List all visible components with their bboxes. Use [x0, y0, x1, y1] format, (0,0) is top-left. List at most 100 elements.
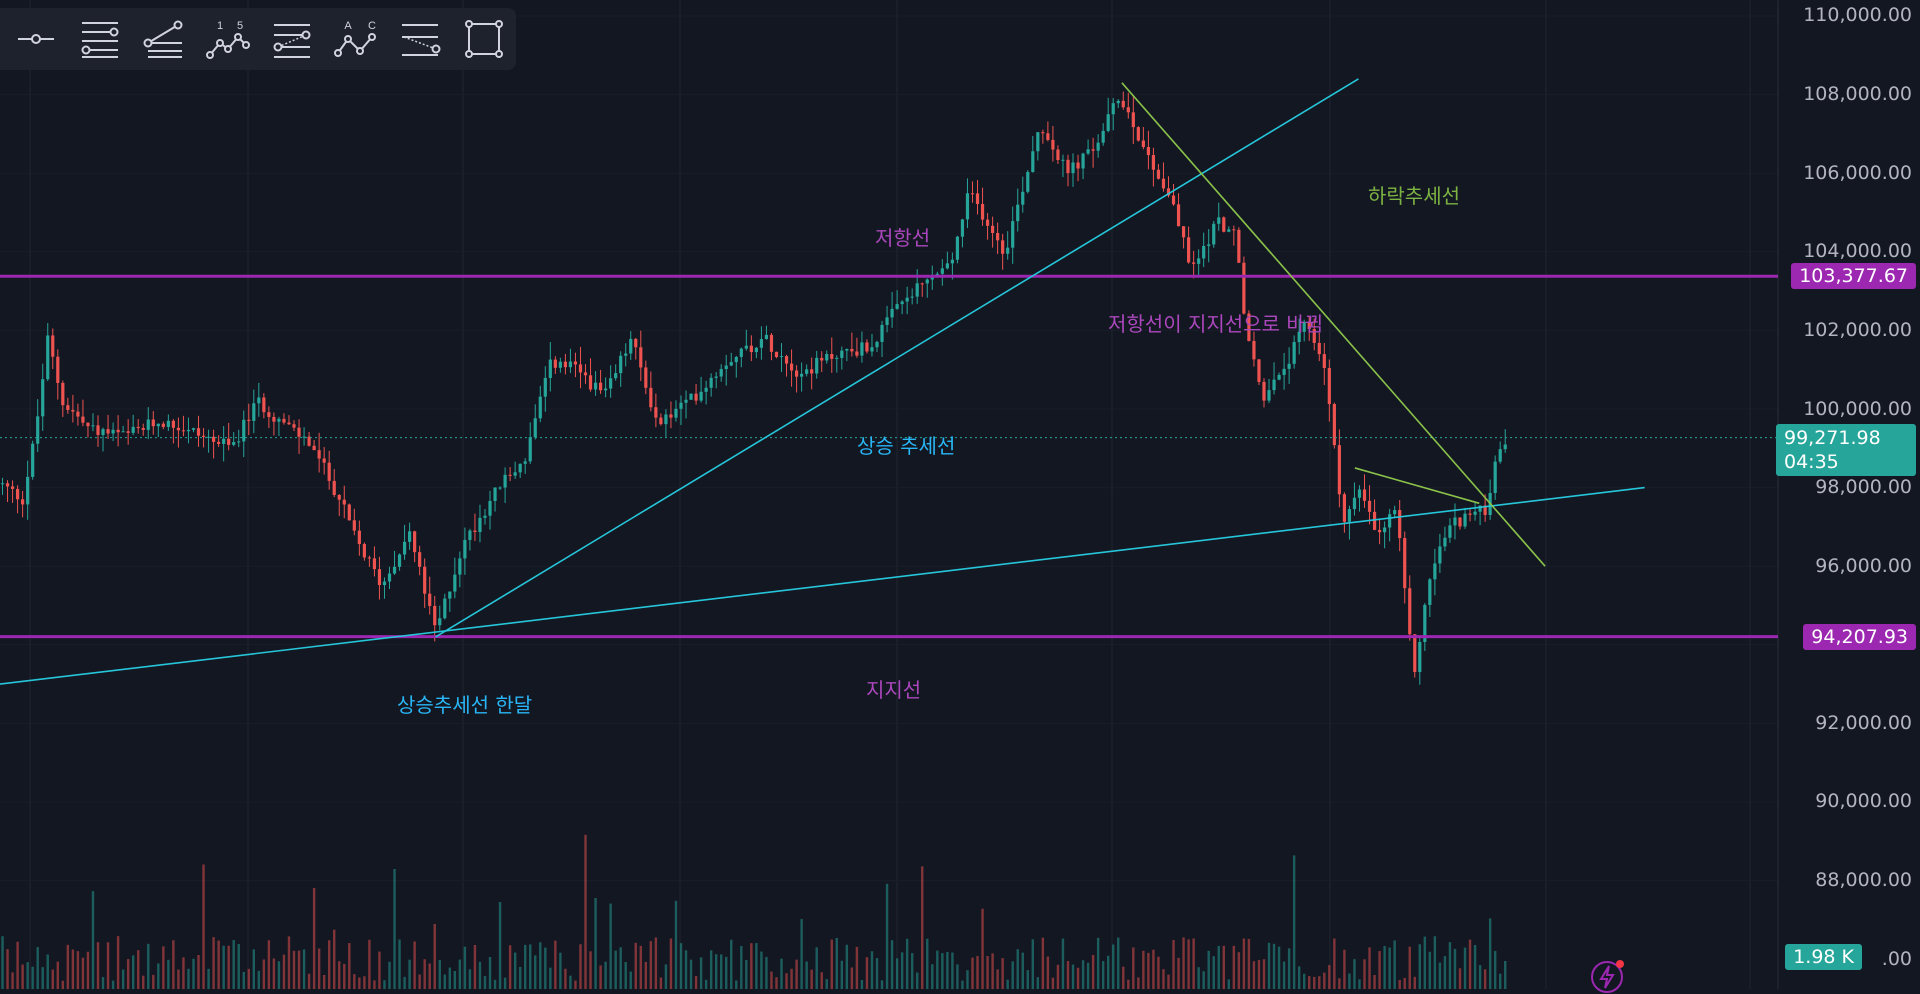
volume-bar [51, 969, 54, 989]
volume-bar [503, 977, 507, 989]
volume-bar [1056, 964, 1060, 989]
volume-bar [398, 939, 401, 989]
candle-body [614, 373, 618, 379]
candle-body [870, 347, 874, 352]
candle-body [297, 427, 301, 437]
volume-bar [56, 961, 59, 989]
volume-bar [76, 951, 80, 989]
volume-bar [750, 943, 753, 989]
volume-bar [1353, 959, 1356, 989]
candle-body [252, 403, 256, 421]
volume-bar [312, 887, 316, 989]
candle-body [121, 431, 125, 433]
volume-bar [1237, 952, 1241, 989]
candle-body [322, 458, 326, 463]
volume-bar [529, 944, 532, 989]
volume-bar [865, 957, 869, 989]
volume-bar [287, 936, 291, 989]
candle-body [840, 350, 844, 358]
candle-body [282, 418, 286, 423]
volume-bar [1147, 952, 1150, 989]
volume-bar [1428, 951, 1432, 989]
annotation-uptrend-month[interactable]: 상승추세선 한달 [397, 693, 533, 717]
candle-body [508, 474, 512, 476]
volume-bar [1333, 938, 1336, 989]
pitchfork-tool[interactable] [142, 17, 186, 61]
candle-body [905, 297, 909, 302]
candle-body [126, 431, 130, 433]
candle-body [377, 569, 382, 585]
candle-body [960, 219, 965, 237]
volume-bar [850, 967, 854, 989]
candle-body [548, 359, 552, 378]
volume-bar [1212, 956, 1215, 989]
volume-bar [187, 968, 190, 989]
price-axis-tick: 110,000.00 [1803, 4, 1912, 26]
candle-body [1277, 374, 1281, 380]
rectangle-tool[interactable] [462, 17, 506, 61]
volume-bar [282, 954, 286, 989]
trend-angle-icon [402, 24, 441, 56]
fib-retracement-tool[interactable] [78, 17, 122, 61]
volume-bar [805, 961, 808, 989]
price-axis-tick: 88,000.00 [1815, 869, 1912, 891]
candle-body [744, 345, 748, 349]
volume-bar [1403, 977, 1406, 989]
annotation-support[interactable]: 지지선 [866, 678, 922, 702]
support-price-tag: 94,207.93 [1803, 624, 1916, 650]
candle-body [352, 520, 356, 531]
candle-body [1222, 217, 1226, 232]
candle-body [1347, 509, 1352, 522]
candle-body [1076, 162, 1080, 169]
candle-body [96, 425, 100, 435]
volume-bar [493, 979, 497, 989]
candle-body [1146, 147, 1150, 156]
candle-body [242, 419, 246, 442]
candle-body [413, 531, 417, 553]
candle-body [176, 427, 181, 431]
volume-bar [1247, 938, 1251, 989]
volume-bar [1031, 939, 1035, 989]
price-axis-tick: 92,000.00 [1815, 712, 1912, 734]
candle-body [1232, 229, 1236, 231]
volume-bar [614, 950, 617, 989]
volume-bar [684, 950, 688, 989]
annotation-uptrend[interactable]: 상승 추세선 [857, 434, 956, 458]
volume-bar [1182, 937, 1185, 989]
volume-bar [644, 961, 648, 989]
candle-body [337, 494, 341, 500]
candle-body [1181, 226, 1186, 238]
volume-bar [106, 942, 110, 989]
candle-body [1372, 511, 1377, 530]
candle-body [1287, 363, 1291, 369]
pitchfork-icon [143, 20, 183, 58]
candle-body [1202, 245, 1206, 259]
volume-bar [745, 959, 748, 989]
candle-body [387, 573, 392, 582]
horizontal-ray-tool[interactable] [14, 17, 58, 61]
volume-bar [584, 834, 587, 989]
uptrend-line [435, 78, 1359, 638]
annotation-resistance[interactable]: 저항선 [875, 226, 931, 250]
annotation-downtrend[interactable]: 하락추세선 [1368, 184, 1460, 208]
candle-body [61, 382, 65, 406]
volume-bar [217, 940, 220, 989]
candle-body [186, 429, 191, 432]
volume-bar [574, 980, 577, 989]
annotation-resistance-to-support[interactable]: 저항선이 지지선으로 바뀜 [1108, 312, 1324, 336]
candle-body [5, 483, 10, 487]
candle-body [1342, 494, 1347, 522]
volume-bar [41, 967, 44, 989]
price-axis-tick: 98,000.00 [1815, 476, 1912, 498]
candle-body [1131, 112, 1135, 128]
trend-angle-tool[interactable] [398, 17, 442, 61]
candle-body [629, 338, 633, 354]
fib-channel-tool[interactable] [270, 17, 314, 61]
candle-body [990, 225, 995, 233]
candle-body [789, 363, 794, 371]
volume-bar [1368, 947, 1371, 989]
candle-body [1302, 321, 1306, 332]
